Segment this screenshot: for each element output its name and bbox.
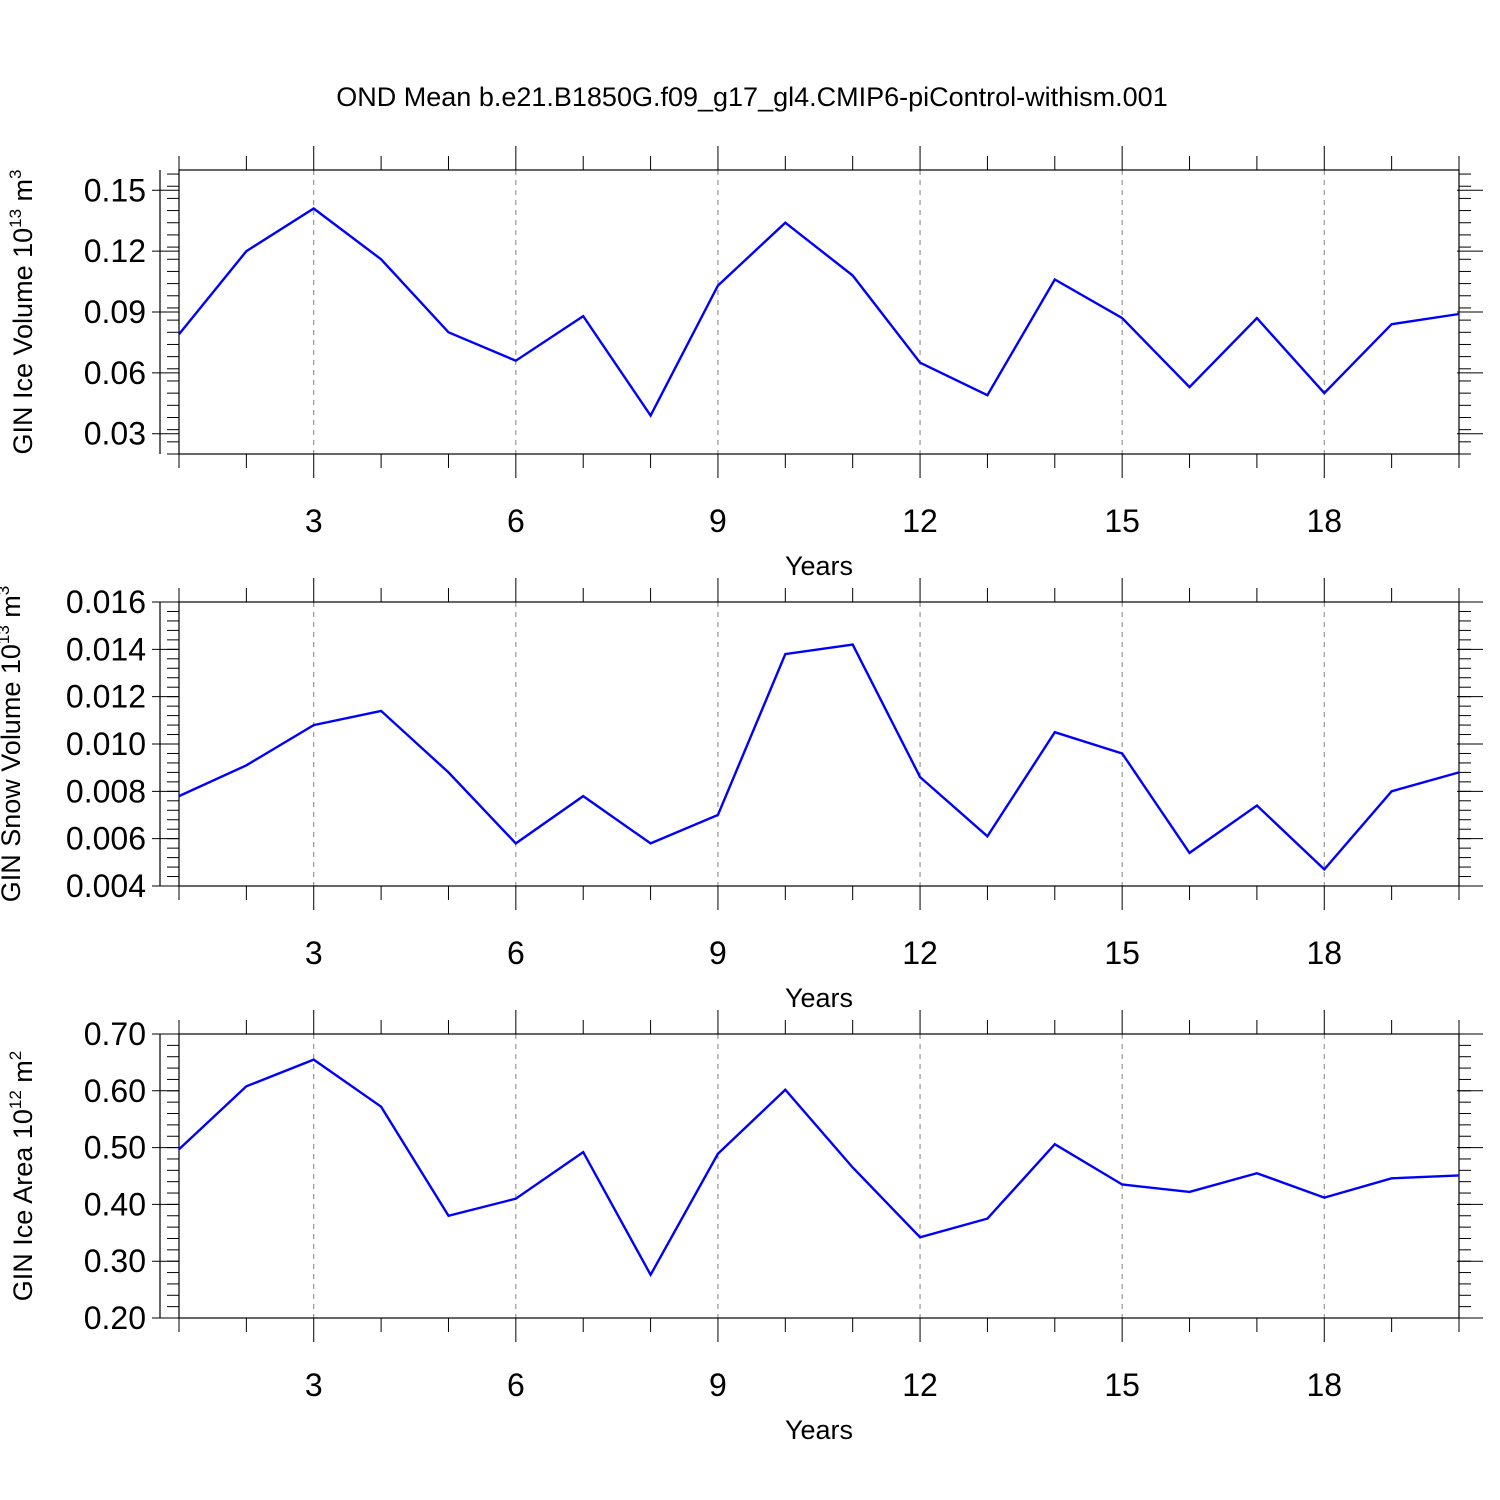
- x-tick-label: 6: [507, 1367, 525, 1403]
- y-tick-label: 0.006: [66, 821, 146, 857]
- x-axis-label: Years: [785, 551, 853, 581]
- x-tick-label: 6: [507, 503, 525, 539]
- x-tick-label: 9: [709, 503, 727, 539]
- panel-ice-area: 0.20 0.30 0.40 0.50 0.60 0.70 3 6 9 12 15 18 Years GI…: [6, 1010, 1483, 1445]
- x-tick-label: 12: [902, 935, 938, 971]
- panel-ice-volume: 0.03 0.06 0.09 0.12 0.15 3 6 9 12 15 18 Years GIN Ic…: [6, 146, 1483, 581]
- x-tick-label: 12: [902, 1367, 938, 1403]
- x-tick-label: 3: [305, 1367, 323, 1403]
- series-line-ice-area: [178, 1058, 1460, 1278]
- x-tick-label: 15: [1104, 935, 1140, 971]
- y-tick-label: 0.016: [66, 584, 146, 620]
- y-tick-label: 0.60: [84, 1073, 146, 1109]
- y-tick-label: 0.014: [66, 631, 146, 667]
- x-axis-label: Years: [785, 983, 853, 1013]
- y-tick-label: 0.40: [84, 1186, 146, 1222]
- figure-title: OND Mean b.e21.B1850G.f09_g17_gl4.CMIP6-…: [336, 82, 1167, 112]
- y-tick-label: 0.70: [84, 1016, 146, 1052]
- y-tick-label: 0.06: [84, 355, 146, 391]
- x-axis-label: Years: [785, 1415, 853, 1445]
- y-tick-label: 0.008: [66, 773, 146, 809]
- series-line-ice-volume: [178, 207, 1460, 418]
- x-tick-label: 9: [709, 1367, 727, 1403]
- y-axis-label: GIN Ice Volume 1013 m3: [6, 169, 38, 454]
- series-line-snow-volume: [178, 643, 1460, 872]
- y-tick-label: 0.004: [66, 868, 146, 904]
- x-tick-label: 15: [1104, 503, 1140, 539]
- y-axis-label: GIN Ice Area 1012 m2: [6, 1051, 38, 1302]
- plot-frame: [178, 601, 1460, 887]
- x-tick-label: 6: [507, 935, 525, 971]
- x-tick-label: 3: [305, 503, 323, 539]
- x-tick-label: 12: [902, 503, 938, 539]
- y-tick-label: 0.12: [84, 233, 146, 269]
- y-tick-label: 0.50: [84, 1130, 146, 1166]
- y-tick-label: 0.30: [84, 1243, 146, 1279]
- y-tick-label: 0.010: [66, 726, 146, 762]
- x-tick-label: 9: [709, 935, 727, 971]
- x-tick-label: 3: [305, 935, 323, 971]
- y-tick-label: 0.012: [66, 679, 146, 715]
- x-tick-label: 18: [1306, 503, 1342, 539]
- x-tick-label: 18: [1306, 935, 1342, 971]
- panels: 0.03 0.06 0.09 0.12 0.15 3 6 9 12 15 18 Years GIN Ic…: [0, 146, 1483, 1445]
- y-tick-label: 0.15: [84, 172, 146, 208]
- x-tick-label: 15: [1104, 1367, 1140, 1403]
- y-tick-label: 0.20: [84, 1300, 146, 1336]
- y-tick-label: 0.09: [84, 294, 146, 330]
- plot-frame: [178, 169, 1460, 455]
- y-tick-label: 0.03: [84, 416, 146, 452]
- x-tick-label: 18: [1306, 1367, 1342, 1403]
- y-axis-label: GIN Snow Volume 1013 m3: [0, 586, 26, 903]
- panel-snow-volume: 0.004 0.006 0.008 0.010 0.012 0.014 0.016 3 6 9 12…: [0, 578, 1483, 1013]
